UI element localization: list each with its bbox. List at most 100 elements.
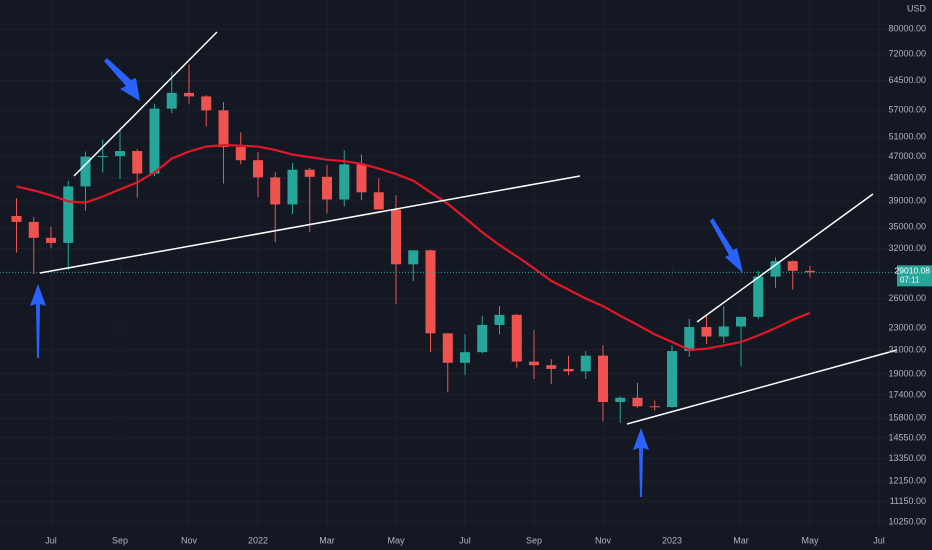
y-tick-label: 26000.00 — [888, 293, 926, 303]
candle-body — [563, 368, 574, 372]
trend-line — [626, 349, 898, 425]
x-tick-label: Jul — [45, 535, 57, 545]
candle-body — [408, 250, 419, 265]
x-tick-label: Jul — [459, 535, 471, 545]
candle-body — [356, 164, 367, 193]
arrow — [633, 428, 649, 497]
x-tick-label: Mar — [733, 535, 749, 545]
x-tick-label: May — [801, 535, 819, 545]
y-tick-label: 13350.00 — [888, 453, 926, 463]
candle-body — [373, 192, 384, 210]
candle-body — [511, 314, 522, 362]
candle-body — [115, 151, 125, 157]
moving-average — [16, 143, 811, 352]
y-tick-label: 17400.00 — [888, 389, 926, 399]
x-tick-label: 2022 — [248, 535, 268, 545]
candle-body — [184, 92, 194, 97]
drawings — [39, 31, 898, 425]
y-tick-label: 47000.00 — [888, 151, 926, 161]
y-tick-label: 23000.00 — [888, 322, 926, 332]
candle-body — [718, 326, 729, 337]
candle-body — [805, 270, 815, 273]
candle-body — [615, 397, 626, 402]
y-tick-label: 10250.00 — [888, 516, 926, 526]
candle-body — [63, 186, 74, 243]
candle-body — [546, 365, 557, 369]
candle-body — [529, 361, 539, 366]
candle-body — [391, 209, 401, 265]
price-label-box — [897, 265, 932, 287]
candle-body — [684, 327, 695, 352]
y-tick-label: 35000.00 — [888, 222, 926, 232]
arrow — [104, 58, 140, 101]
arrow — [30, 284, 46, 358]
candle-body — [322, 176, 332, 200]
y-tick-label: 43000.00 — [888, 172, 926, 182]
candle-body — [770, 261, 781, 277]
candle-body — [736, 316, 746, 327]
candle-body — [425, 250, 436, 334]
arrows — [30, 58, 743, 497]
trend-line — [696, 193, 874, 323]
candle-body — [46, 237, 56, 243]
candle-body — [149, 108, 160, 174]
candle-body — [235, 147, 246, 161]
x-tick-label: 2023 — [662, 535, 682, 545]
candle-body — [166, 92, 177, 109]
y-tick-label: 15800.00 — [888, 413, 926, 423]
candle-body — [270, 177, 281, 205]
candle-body — [442, 333, 453, 363]
y-tick-label: 64500.00 — [888, 75, 926, 85]
candle-body — [339, 164, 350, 200]
candle-body — [632, 397, 643, 407]
candle-body — [28, 221, 39, 238]
candle-body — [701, 327, 712, 337]
candle-body — [201, 96, 212, 111]
x-tick-label: Nov — [595, 535, 612, 545]
x-tick-label: Nov — [181, 535, 198, 545]
candle-body — [649, 406, 660, 408]
y-tick-label: 39000.00 — [888, 196, 926, 206]
candle-body — [477, 324, 488, 353]
candle-body — [460, 352, 470, 363]
candle-body — [80, 156, 91, 187]
y-tick-label: 11150.00 — [890, 496, 926, 506]
y-tick-label: 19000.00 — [888, 368, 926, 378]
y-tick-label: 72000.00 — [888, 49, 926, 59]
y-tick-label: 51000.00 — [888, 131, 926, 141]
x-tick-label: May — [387, 535, 405, 545]
currency-label: USD — [907, 3, 927, 13]
candle-body — [787, 261, 798, 271]
candle-body — [132, 151, 143, 174]
y-tick-label: 12150.00 — [888, 476, 926, 486]
candle-body — [253, 160, 263, 178]
axes: USD 80000.00 72000.00 64500.00 57000.00 5100… — [45, 3, 932, 545]
y-tick-label: 14550.00 — [888, 432, 926, 442]
plot — [0, 64, 895, 423]
candle-body — [218, 110, 229, 148]
y-tick-label: 80000.00 — [888, 23, 926, 33]
candle-body — [753, 276, 764, 317]
x-tick-label: Jul — [873, 535, 885, 545]
candle-body — [287, 169, 298, 205]
countdown: 07:11 — [900, 275, 920, 284]
candle-body — [11, 215, 22, 222]
y-tick-label: 32000.00 — [888, 243, 926, 253]
candle-body — [580, 355, 591, 372]
y-tick-label: 57000.00 — [888, 105, 926, 115]
x-tick-label: Sep — [112, 535, 128, 545]
candle-body — [304, 169, 315, 177]
trend-line — [73, 31, 218, 177]
y-tick-label: 21000.00 — [888, 344, 926, 354]
x-tick-label: Mar — [319, 535, 335, 545]
candle-body — [598, 355, 608, 402]
candle-body — [494, 314, 505, 325]
arrow — [710, 218, 743, 273]
price-label: 29010.08 — [895, 266, 931, 276]
x-tick-label: Sep — [526, 535, 542, 545]
candle-body — [97, 156, 108, 158]
candle-body — [667, 351, 677, 408]
trend-line — [39, 175, 581, 274]
